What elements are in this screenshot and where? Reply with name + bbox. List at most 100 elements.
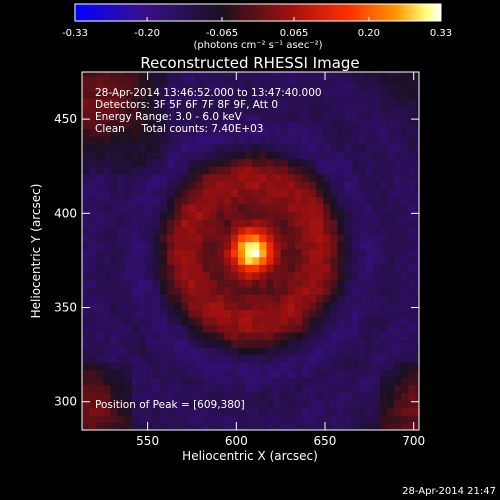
heatmap-cell [259, 256, 268, 265]
heatmap-cell [287, 211, 296, 220]
heatmap-cell [124, 98, 133, 107]
heatmap-cell [223, 234, 232, 243]
heatmap-cell [358, 203, 367, 213]
heatmap-cell [138, 188, 147, 197]
heatmap-cell [223, 196, 232, 205]
heatmap-cell [358, 72, 367, 77]
heatmap-cell [379, 324, 388, 333]
heatmap-cell [188, 271, 197, 280]
heatmap-cell [266, 72, 275, 77]
heatmap-cell [245, 407, 253, 416]
heatmap-cell [301, 105, 310, 115]
heatmap-cell [266, 264, 275, 273]
heatmap-cell [167, 339, 175, 348]
heatmap-cell [167, 301, 175, 311]
heatmap-cell [138, 332, 147, 341]
heatmap-cell [351, 83, 360, 92]
heatmap-cell [259, 324, 268, 333]
heatmap-cell [365, 249, 374, 258]
heatmap-cell [145, 301, 154, 311]
heatmap-cell [273, 309, 282, 318]
heatmap-cell [96, 399, 104, 408]
heatmap-cell [273, 90, 282, 99]
heatmap-cell [280, 211, 289, 220]
heatmap-cell [138, 271, 147, 280]
heatmap-cell [401, 196, 409, 205]
heatmap-cell [259, 369, 268, 378]
heatmap-cell [195, 211, 204, 220]
heatmap-cell [230, 83, 239, 92]
heatmap-cell [96, 120, 104, 130]
heatmap-cell [230, 249, 239, 258]
heatmap-cell [216, 301, 225, 311]
heatmap-cell [124, 151, 133, 160]
heatmap-cell [379, 226, 388, 235]
heatmap-cell [358, 279, 367, 288]
heatmap-cell [372, 384, 381, 393]
heatmap-cell [188, 136, 197, 145]
heatmap-cell [245, 196, 253, 205]
heatmap-cell [230, 75, 239, 84]
heatmap-cell [188, 279, 197, 288]
heatmap-cell [287, 151, 296, 160]
heatmap-cell [110, 392, 119, 401]
heatmap-cell [266, 136, 275, 145]
heatmap-cell [174, 211, 182, 220]
heatmap-cell [96, 256, 104, 265]
heatmap-cell [117, 151, 126, 160]
heatmap-cell [273, 203, 282, 213]
heatmap-cell [358, 120, 367, 130]
heatmap-cell [230, 392, 239, 401]
heatmap-cell [96, 294, 104, 303]
heatmap-cell [351, 98, 360, 107]
heatmap-cell [117, 369, 126, 378]
heatmap-cell [131, 83, 140, 92]
heatmap-cell [294, 399, 303, 408]
heatmap-cell [330, 279, 339, 288]
heatmap-cell [401, 407, 409, 416]
heatmap-cell [259, 173, 268, 182]
heatmap-cell [301, 98, 310, 107]
heatmap-cell [266, 339, 275, 348]
heatmap-cell [209, 339, 218, 348]
heatmap-cell [387, 414, 395, 424]
heatmap-cell [323, 234, 331, 243]
heatmap-cell [96, 369, 104, 378]
heatmap-cell [344, 143, 353, 152]
heatmap-cell [252, 264, 260, 273]
heatmap-cell [124, 399, 133, 408]
heatmap-cell [365, 324, 374, 333]
heatmap-cell [245, 158, 253, 167]
heatmap-cell [337, 316, 346, 326]
heatmap-cell [181, 158, 190, 167]
heatmap-cell [351, 339, 360, 348]
heatmap-cell [152, 316, 161, 326]
heatmap-cell [379, 256, 388, 265]
heatmap-cell [280, 241, 289, 250]
heatmap-cell [238, 120, 246, 130]
heatmap-cell [316, 301, 324, 311]
heatmap-cell [330, 90, 339, 99]
heatmap-cell [408, 211, 417, 220]
heatmap-cell [238, 105, 246, 115]
heatmap-cell [294, 301, 303, 311]
heatmap-cell [415, 301, 419, 311]
heatmap-cell [337, 286, 346, 295]
heatmap-cell [415, 264, 419, 273]
heatmap-cell [216, 354, 225, 363]
heatmap-cell [415, 399, 419, 408]
heatmap-cell [82, 414, 90, 424]
annotation-detectors: Detectors: 3F 5F 6F 7F 8F 9F, Att 0 [95, 99, 278, 111]
heatmap-cell [401, 226, 409, 235]
heatmap-cell [273, 354, 282, 363]
heatmap-cell [387, 128, 395, 137]
heatmap-cell [160, 105, 168, 115]
heatmap-cell [415, 271, 419, 280]
heatmap-cell [216, 309, 225, 318]
heatmap-cell [401, 203, 409, 213]
heatmap-cell [181, 120, 190, 130]
heatmap-cell [401, 75, 409, 84]
heatmap-cell [138, 226, 147, 235]
heatmap-cell [152, 83, 161, 92]
heatmap-cell [82, 362, 90, 371]
